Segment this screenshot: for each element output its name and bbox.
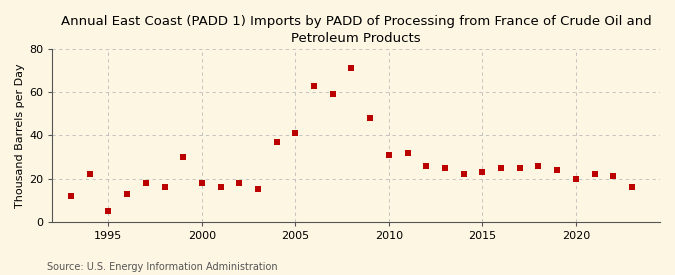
Point [514,166,525,170]
Point [271,140,282,144]
Point [178,155,188,159]
Point [140,181,151,185]
Point [327,92,338,97]
Point [421,163,432,168]
Point [458,172,469,176]
Point [626,185,637,189]
Point [122,191,132,196]
Point [196,181,207,185]
Text: Source: U.S. Energy Information Administration: Source: U.S. Energy Information Administ… [47,262,278,272]
Point [608,174,619,178]
Point [290,131,301,135]
Point [589,172,600,176]
Point [234,181,245,185]
Point [477,170,488,174]
Point [383,153,394,157]
Point [65,194,76,198]
Point [364,116,375,120]
Point [495,166,506,170]
Point [439,166,450,170]
Point [215,185,226,189]
Point [402,150,413,155]
Point [308,83,319,88]
Point [159,185,170,189]
Point [103,209,114,213]
Point [346,66,357,71]
Point [84,172,95,176]
Point [533,163,544,168]
Y-axis label: Thousand Barrels per Day: Thousand Barrels per Day [15,63,25,208]
Point [570,176,581,181]
Point [551,168,562,172]
Point [252,187,263,191]
Title: Annual East Coast (PADD 1) Imports by PADD of Processing from France of Crude Oi: Annual East Coast (PADD 1) Imports by PA… [61,15,651,45]
